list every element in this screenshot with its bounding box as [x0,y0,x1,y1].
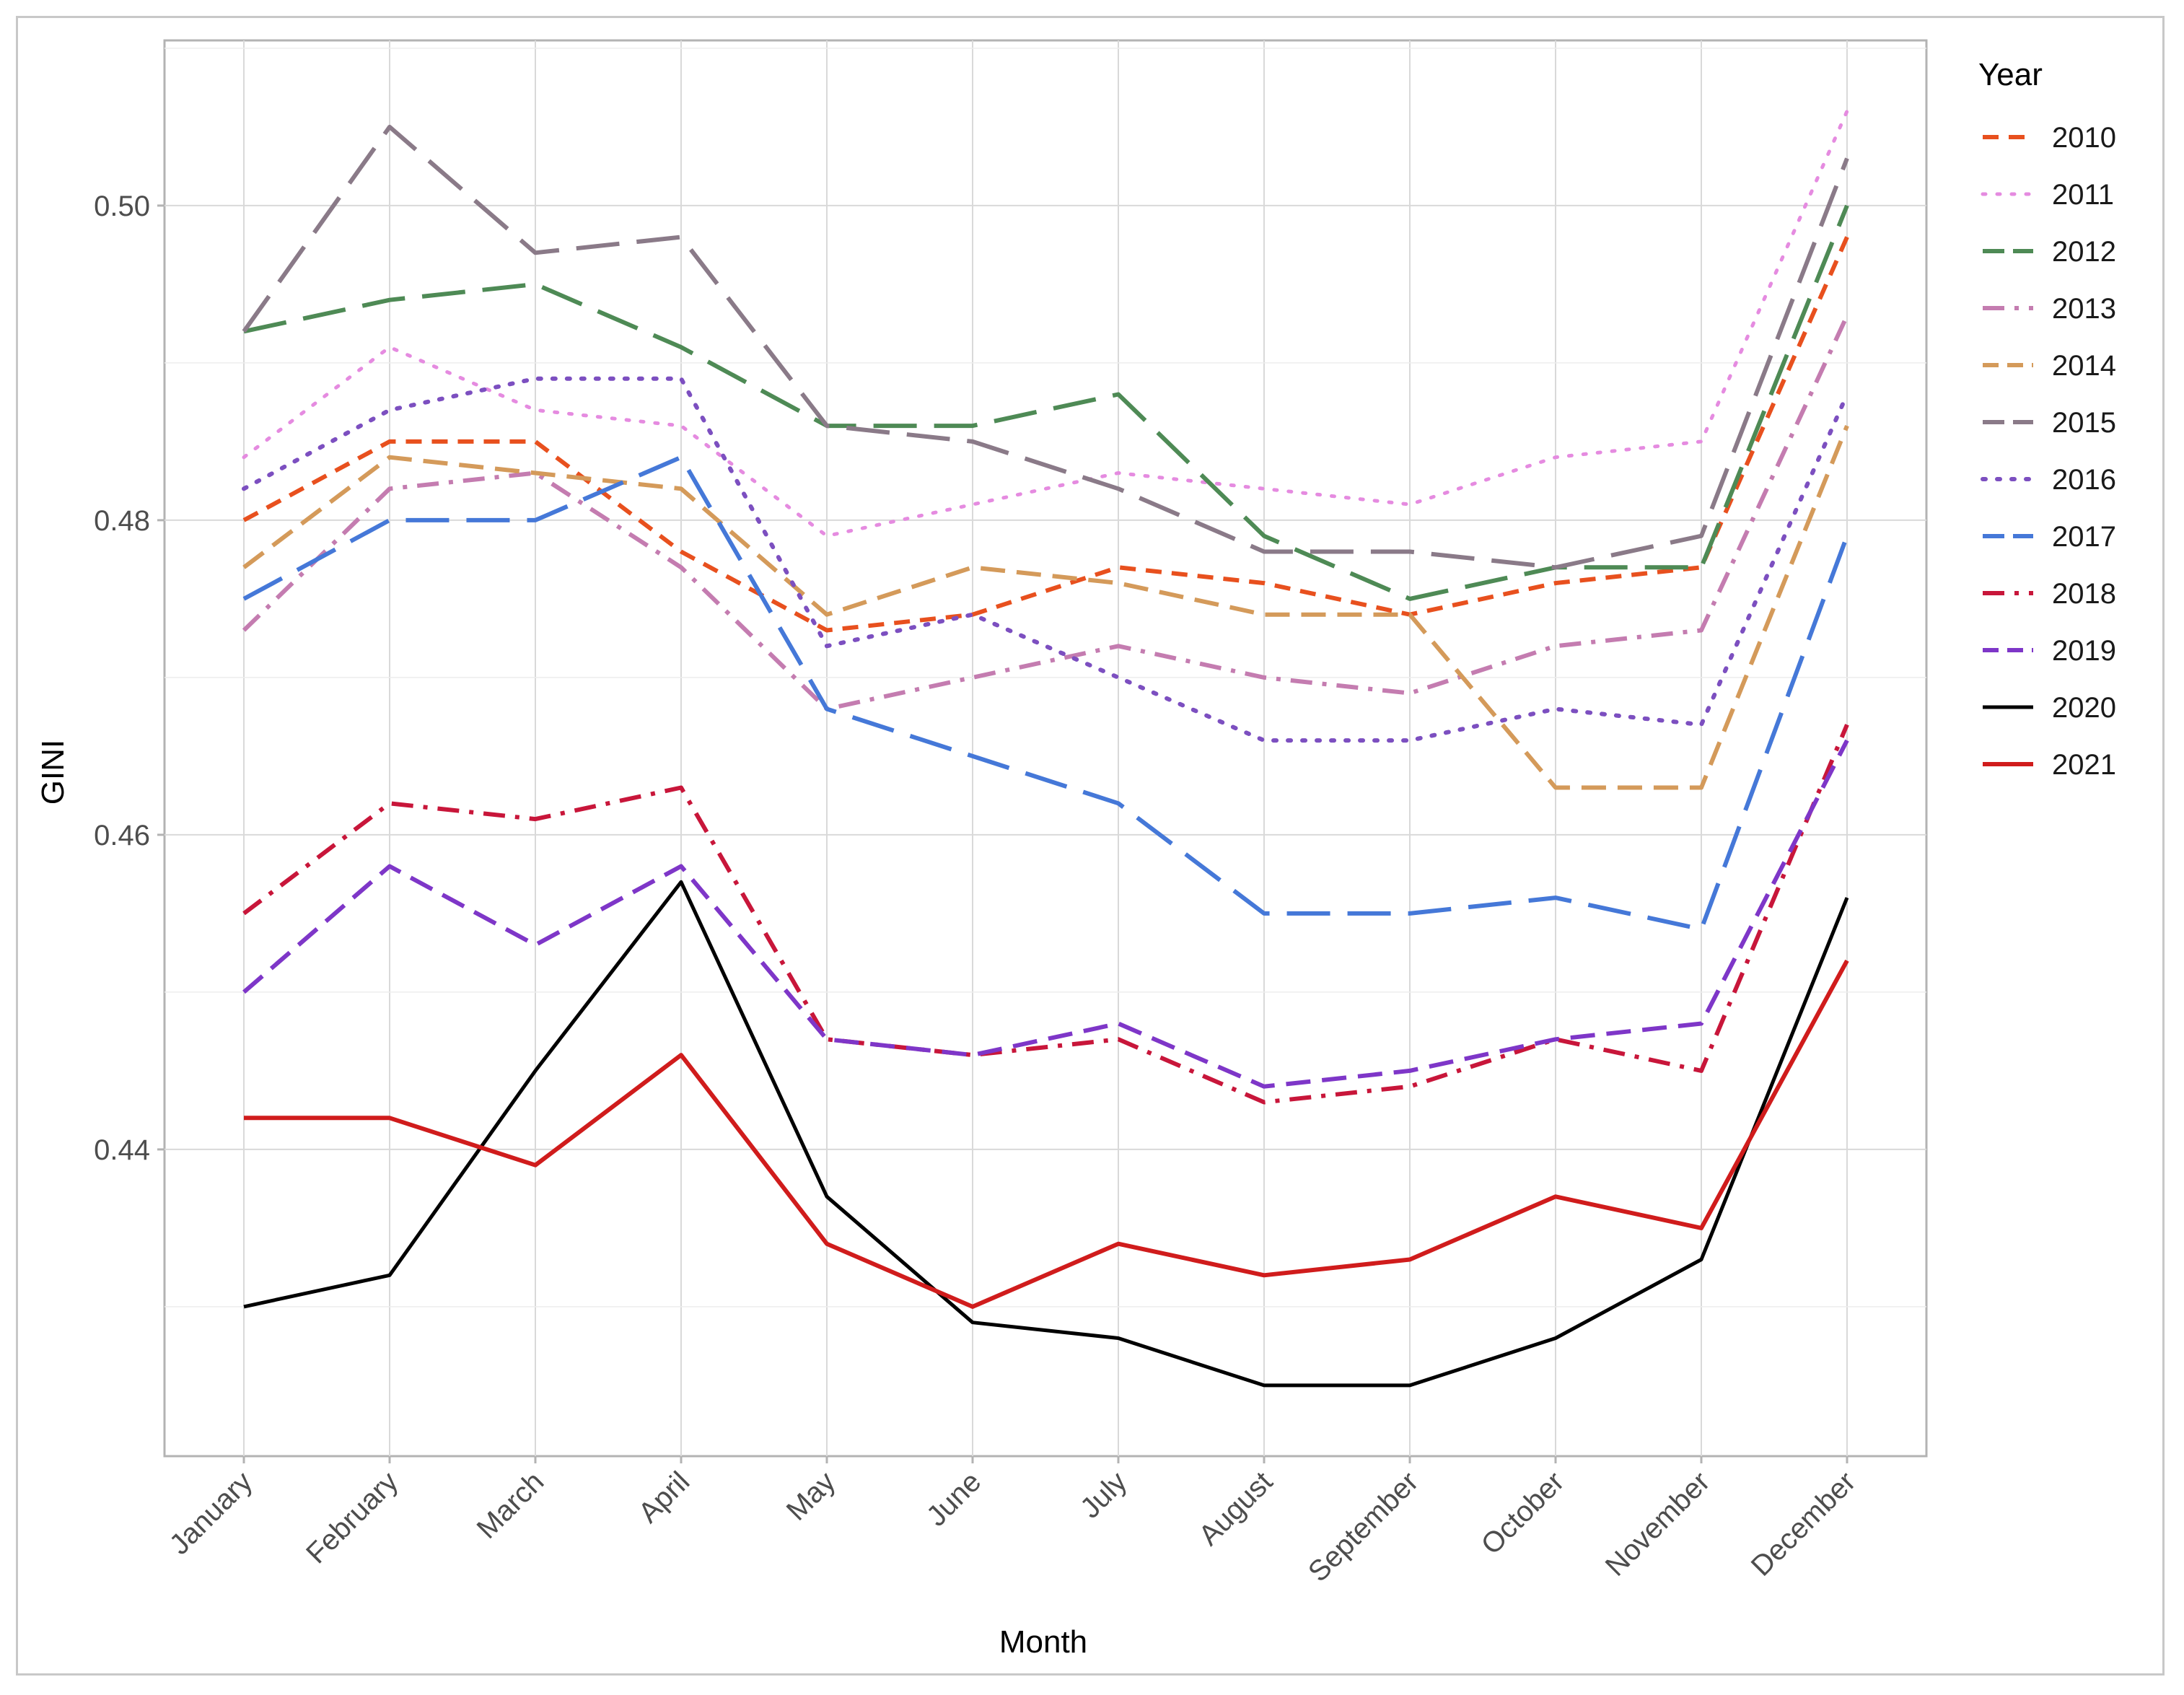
x-tick-label: April [633,1466,696,1529]
legend-item-2011: 2011 [1981,179,2114,211]
legend-item-2015: 2015 [1983,407,2116,439]
series-layer [242,109,1849,1388]
series-line-2017 [242,455,1849,932]
series-line-2021 [244,959,1849,1309]
legend-label: 2018 [2052,578,2116,610]
x-tick-label: September [1302,1466,1424,1587]
y-axis-title: GINI [35,740,71,805]
series-line-2014 [242,424,1849,790]
legend-label: 2017 [2052,521,2116,553]
legend-item-2020: 2020 [1983,692,2116,724]
legend-item-2010: 2010 [1983,122,2116,154]
y-tick-label: 0.44 [94,1134,150,1166]
legend-label: 2012 [2052,236,2116,268]
legend-title: Year [1978,57,2043,92]
legend-label: 2014 [2052,350,2116,382]
legend-label: 2021 [2052,749,2116,781]
x-tick-label: December [1745,1466,1862,1582]
legend-label: 2010 [2052,122,2116,154]
series-line-2018 [242,724,1849,1105]
series-line-2019 [242,739,1849,1089]
legend-item-2018: 2018 [1983,578,2116,610]
series-line-2010 [242,236,1849,633]
series-line-2020 [243,880,1849,1388]
panel-border [163,39,1928,1458]
x-tick-label: March [471,1466,551,1545]
legend-label: 2013 [2052,293,2116,325]
legend-label: 2020 [2052,692,2116,724]
legend-item-2019: 2019 [1983,635,2116,667]
series-line-2016 [242,376,1849,743]
legend-item-2021: 2021 [1983,749,2116,781]
legend-item-2016: 2016 [1981,464,2116,496]
plot-panel [163,39,1928,1458]
legend-item-2012: 2012 [1983,236,2116,268]
legend-item-2017: 2017 [1983,521,2116,553]
legend-label: 2019 [2052,635,2116,667]
x-tick-label: November [1600,1466,1716,1582]
legend-item-2014: 2014 [1983,350,2116,382]
legend-item-2013: 2013 [1983,293,2116,325]
x-axis-title: Month [999,1624,1087,1660]
legend-label: 2015 [2052,407,2116,439]
series-line-2012 [243,204,1849,601]
x-tick-label: February [300,1466,404,1569]
legend-label: 2016 [2052,464,2116,496]
x-axis: January February March April May June July Augu… [164,1456,1862,1588]
x-tick-label: July [1074,1466,1133,1524]
series-line-2015 [242,124,1849,570]
series-line-2013 [242,315,1849,711]
legend: Year 2010 2011 2012 2013 2014 2015 2016 2017 201… [1978,57,2116,781]
x-tick-label: June [921,1466,987,1532]
x-tick-label: August [1193,1466,1279,1551]
y-tick-label: 0.50 [94,190,150,222]
x-tick-label: May [781,1466,842,1527]
y-tick-label: 0.48 [94,505,150,537]
y-axis: 0.44 0.46 0.48 0.50 [94,190,165,1166]
series-line-2011 [242,109,1849,538]
x-tick-label: January [164,1466,259,1561]
legend-label: 2011 [2052,179,2114,211]
x-tick-label: October [1475,1466,1571,1561]
y-tick-label: 0.46 [94,820,150,851]
